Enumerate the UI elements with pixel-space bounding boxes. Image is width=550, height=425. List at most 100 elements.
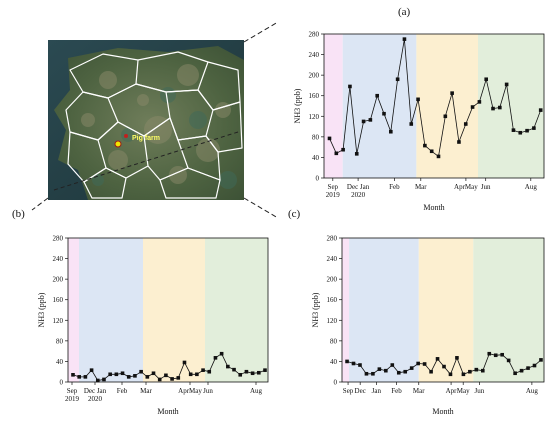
x-tick-label: Sep <box>328 183 339 191</box>
panel-label-a: (a) <box>398 6 411 18</box>
y-tick-label: 200 <box>53 276 64 284</box>
data-point <box>538 108 543 112</box>
data-point <box>354 152 359 156</box>
data-point <box>435 357 440 361</box>
y-tick-label: 240 <box>53 255 64 263</box>
season-band-blue <box>349 238 419 382</box>
y-tick-label: 160 <box>309 92 320 100</box>
y-tick-label: 160 <box>327 296 338 304</box>
season-band-green <box>473 238 544 382</box>
data-point <box>182 360 187 365</box>
x-tick-label: Sep <box>343 387 354 395</box>
data-point <box>120 371 125 376</box>
data-point <box>436 154 441 159</box>
plot-frame <box>323 33 545 179</box>
data-point <box>377 367 382 371</box>
data-point <box>395 77 400 82</box>
data-point <box>348 84 352 89</box>
x-axis-title: Month <box>157 407 178 416</box>
terrain-texture <box>81 64 231 184</box>
data-point <box>532 126 536 130</box>
data-point <box>390 363 395 367</box>
season-band-yellow <box>416 34 478 178</box>
y-tick-label: 0 <box>60 379 64 387</box>
y-tick-label: 160 <box>53 296 64 304</box>
data-point <box>102 377 106 382</box>
x-tick-label: Mar <box>413 387 425 395</box>
data-point <box>108 372 112 377</box>
data-point <box>95 378 100 383</box>
y-tick-label: 0 <box>316 175 320 183</box>
data-point <box>463 122 468 126</box>
plot-frame <box>67 237 269 383</box>
data-point <box>71 373 75 377</box>
data-point <box>532 363 537 368</box>
x-tick-label: Jun <box>474 387 484 395</box>
data-point <box>480 368 485 373</box>
data-point <box>423 143 427 148</box>
data-point <box>484 77 488 82</box>
data-point <box>232 367 236 372</box>
data-point <box>238 373 243 377</box>
y-tick-label: 120 <box>309 113 320 121</box>
data-point <box>361 119 366 124</box>
x-tick-label: 2019 <box>65 395 80 403</box>
connector-bottom-right <box>243 197 279 219</box>
data-point <box>429 149 434 154</box>
data-point <box>157 377 162 382</box>
data-point <box>455 356 459 360</box>
x-tick-label: Jan <box>372 387 382 395</box>
connector-top <box>243 21 279 43</box>
panel-label-b: (b) <box>12 208 25 220</box>
data-point <box>250 371 255 376</box>
data-point <box>341 147 345 152</box>
data-point <box>126 375 131 379</box>
pig-farm-marker-icon <box>114 140 122 148</box>
data-point <box>389 129 393 134</box>
x-tick-label: Mar <box>415 183 427 191</box>
x-tick-label: Dec Jan <box>84 387 107 395</box>
data-point <box>201 368 205 372</box>
data-point <box>89 368 94 372</box>
district-boundaries <box>65 51 243 199</box>
data-point <box>416 97 420 102</box>
data-point <box>513 371 517 376</box>
data-point <box>77 375 81 379</box>
x-tick-label: Sep <box>67 387 78 395</box>
y-tick-label: 240 <box>309 51 320 59</box>
data-point <box>133 374 137 378</box>
x-axis-title: Month <box>423 203 444 212</box>
data-point <box>83 375 88 379</box>
data-point <box>403 369 408 374</box>
data-point <box>151 371 156 376</box>
data-point <box>526 366 530 370</box>
data-point <box>491 106 495 111</box>
x-tick-label: May <box>457 387 470 395</box>
x-tick-label: Aug <box>526 387 539 395</box>
x-tick-label: Jun <box>481 183 491 191</box>
y-tick-label: 40 <box>312 154 320 162</box>
data-point <box>263 368 267 372</box>
data-point <box>207 369 212 374</box>
data-point <box>188 372 193 377</box>
data-point <box>139 369 143 374</box>
x-tick-label: Dec Jan <box>347 183 370 191</box>
data-point <box>244 369 249 374</box>
data-point <box>358 363 362 367</box>
y-tick-label: 200 <box>327 276 338 284</box>
x-tick-label: Jun <box>203 387 213 395</box>
data-point <box>422 362 427 366</box>
data-point <box>384 368 388 373</box>
season-band-pink <box>342 238 350 382</box>
data-point <box>468 369 472 374</box>
plot-frame <box>341 237 545 383</box>
data-point <box>364 371 369 376</box>
season-band-yellow <box>143 238 205 382</box>
data-point <box>429 369 433 374</box>
x-tick-label: 2020 <box>351 191 366 199</box>
x-tick-label: Feb <box>389 183 400 191</box>
x-tick-label: Dec <box>355 387 366 395</box>
y-tick-label: 240 <box>327 255 338 263</box>
